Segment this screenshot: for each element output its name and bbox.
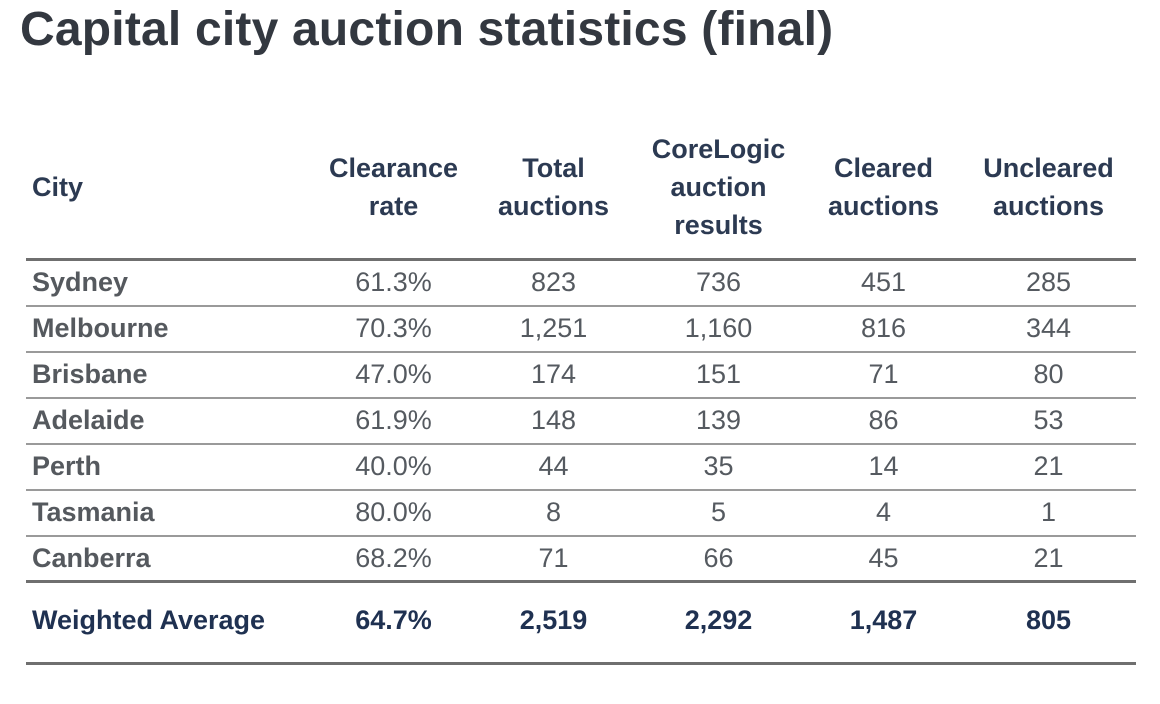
average-total-auctions-cell: 2,519 [476,581,631,665]
corelogic-results-cell: 1,160 [631,305,806,353]
page-title: Capital city auction statistics (final) [20,3,834,56]
uncleared-cell: 1 [961,489,1136,537]
table-row: Perth 40.0% 44 35 14 21 [26,443,1136,491]
average-corelogic-results-cell: 2,292 [631,581,806,665]
clearance-rate-cell: 80.0% [311,489,476,537]
header-uncleared-auctions: Uncleared auctions [961,130,1136,261]
clearance-rate-cell: 40.0% [311,443,476,491]
uncleared-cell: 80 [961,351,1136,399]
average-label-cell: Weighted Average [26,581,311,665]
total-auctions-cell: 8 [476,489,631,537]
cleared-cell: 816 [806,305,961,353]
uncleared-cell: 344 [961,305,1136,353]
auction-stats-table: City Clearance rate Total auctions CoreL… [26,130,1136,665]
header-cleared-auctions: Cleared auctions [806,130,961,261]
total-auctions-cell: 71 [476,535,631,583]
table-row: Sydney 61.3% 823 736 451 285 [26,259,1136,307]
total-auctions-cell: 148 [476,397,631,445]
clearance-rate-cell: 68.2% [311,535,476,583]
table-row: Adelaide 61.9% 148 139 86 53 [26,397,1136,445]
corelogic-results-cell: 35 [631,443,806,491]
city-cell: Perth [26,443,311,491]
city-cell: Brisbane [26,351,311,399]
cleared-cell: 71 [806,351,961,399]
header-city: City [26,130,311,261]
uncleared-cell: 53 [961,397,1136,445]
clearance-rate-cell: 61.9% [311,397,476,445]
header-clearance-rate: Clearance rate [311,130,476,261]
clearance-rate-cell: 47.0% [311,351,476,399]
corelogic-results-cell: 139 [631,397,806,445]
average-cleared-cell: 1,487 [806,581,961,665]
city-cell: Melbourne [26,305,311,353]
header-corelogic-results: CoreLogic auction results [631,130,806,261]
total-auctions-cell: 823 [476,259,631,307]
corelogic-results-cell: 5 [631,489,806,537]
uncleared-cell: 285 [961,259,1136,307]
cleared-cell: 86 [806,397,961,445]
table-row: Brisbane 47.0% 174 151 71 80 [26,351,1136,399]
uncleared-cell: 21 [961,443,1136,491]
header-row: City Clearance rate Total auctions CoreL… [26,130,1136,261]
clearance-rate-cell: 70.3% [311,305,476,353]
city-cell: Tasmania [26,489,311,537]
table-row: Melbourne 70.3% 1,251 1,160 816 344 [26,305,1136,353]
city-cell: Canberra [26,535,311,583]
weighted-average-row: Weighted Average 64.7% 2,519 2,292 1,487… [26,581,1136,665]
corelogic-results-cell: 66 [631,535,806,583]
total-auctions-cell: 174 [476,351,631,399]
cleared-cell: 451 [806,259,961,307]
cleared-cell: 14 [806,443,961,491]
corelogic-results-cell: 736 [631,259,806,307]
city-cell: Adelaide [26,397,311,445]
total-auctions-cell: 44 [476,443,631,491]
header-total-auctions: Total auctions [476,130,631,261]
uncleared-cell: 21 [961,535,1136,583]
clearance-rate-cell: 61.3% [311,259,476,307]
corelogic-results-cell: 151 [631,351,806,399]
average-uncleared-cell: 805 [961,581,1136,665]
total-auctions-cell: 1,251 [476,305,631,353]
table-row: Tasmania 80.0% 8 5 4 1 [26,489,1136,537]
city-cell: Sydney [26,259,311,307]
cleared-cell: 4 [806,489,961,537]
average-clearance-rate-cell: 64.7% [311,581,476,665]
table-row: Canberra 68.2% 71 66 45 21 [26,535,1136,583]
cleared-cell: 45 [806,535,961,583]
